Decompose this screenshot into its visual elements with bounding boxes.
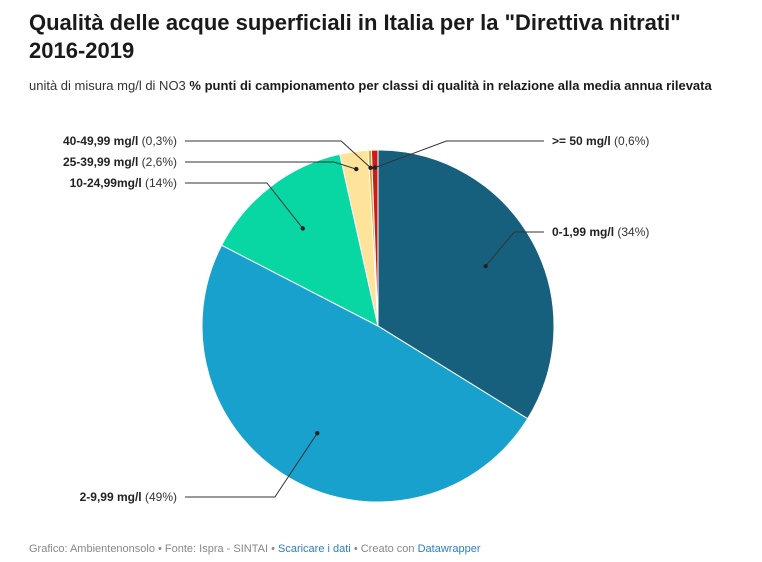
leader-dot [300, 226, 306, 231]
slice-label-value: (0,6%) [614, 134, 649, 148]
slice-label-value: (0,3%) [142, 134, 177, 148]
slice-label-name: 2-9,99 mg/l [80, 490, 145, 504]
leader-line [185, 182, 304, 229]
slice-label: 40-49,99 mg/l (0,3%) [63, 134, 177, 148]
leader-line [185, 161, 357, 170]
slice-label-value: (49%) [145, 490, 177, 504]
pie-chart: 0-1,99 mg/l (34%) 2-9,99 mg/l (49%) 10-24,… [63, 134, 649, 504]
slice-label-value: (34%) [617, 225, 649, 239]
chart-title: Qualità delle acque superficiali in Ital… [29, 10, 681, 63]
pie-slices [201, 149, 555, 503]
leader-dot [354, 166, 359, 172]
slice-label-name: 10-24,99mg/l [70, 176, 145, 190]
footer-separator: • Creato con [350, 543, 418, 555]
pie-slice [220, 153, 379, 327]
description-text: % punti di campionamento per classi di q… [189, 78, 712, 93]
slice-label-value: (14%) [145, 176, 177, 190]
leader-dot [315, 430, 320, 436]
leader-line [485, 231, 544, 267]
credit-text: Grafico: Ambientenonsolo • Fonte: Ispra … [29, 543, 278, 555]
slice-label: 0-1,99 mg/l (34%) [552, 225, 649, 239]
slice-label: >= 50 mg/l (0,6%) [552, 134, 649, 148]
slice-label-value: (2,6%) [142, 155, 177, 169]
leader-line [185, 140, 371, 169]
unit-text: unità di misura mg/l di NO3 [29, 78, 186, 93]
pie-slice [377, 149, 555, 420]
leader-line [185, 432, 318, 498]
slice-label: 2-9,99 mg/l (49%) [80, 490, 177, 504]
leader-line [374, 140, 544, 169]
pie-slice [201, 244, 529, 503]
label-leaders [185, 140, 544, 498]
leader-dot [372, 165, 378, 170]
download-data-link[interactable]: Scaricare i dati [278, 543, 351, 555]
slice-label: 25-39,99 mg/l (2,6%) [63, 155, 177, 169]
footer: Grafico: Ambientenonsolo • Fonte: Ispra … [29, 543, 481, 555]
chart-subtitle: unità di misura mg/l di NO3 % punti di c… [29, 77, 729, 94]
slice-label-name: 40-49,99 mg/l [63, 134, 142, 148]
slice-label-name: >= 50 mg/l [552, 134, 614, 148]
slice-labels: 0-1,99 mg/l (34%) 2-9,99 mg/l (49%) 10-24,… [63, 134, 649, 504]
leader-dot [368, 165, 373, 170]
slice-label-name: 25-39,99 mg/l [63, 155, 142, 169]
pie-slice [370, 149, 379, 327]
slice-label: 10-24,99mg/l (14%) [70, 176, 177, 190]
leader-dot [483, 263, 488, 269]
datawrapper-link[interactable]: Datawrapper [417, 543, 481, 555]
slice-label-name: 0-1,99 mg/l [552, 225, 617, 239]
